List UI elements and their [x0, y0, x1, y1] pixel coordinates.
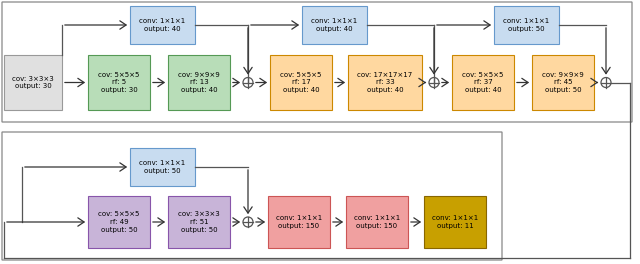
- Text: cov: 9×9×9
rf: 13
output: 40: cov: 9×9×9 rf: 13 output: 40: [178, 72, 220, 93]
- FancyBboxPatch shape: [88, 196, 150, 248]
- Text: conv: 1×1×1
output: 40: conv: 1×1×1 output: 40: [312, 18, 358, 32]
- FancyBboxPatch shape: [348, 55, 422, 110]
- Text: conv: 1×1×1
output: 40: conv: 1×1×1 output: 40: [140, 18, 186, 32]
- Text: cov: 9×9×9
rf: 45
output: 50: cov: 9×9×9 rf: 45 output: 50: [542, 72, 584, 93]
- Text: cov: 3×3×3
output: 30: cov: 3×3×3 output: 30: [12, 76, 54, 89]
- FancyBboxPatch shape: [130, 148, 195, 186]
- FancyBboxPatch shape: [302, 6, 367, 44]
- FancyBboxPatch shape: [88, 55, 150, 110]
- Text: cov: 5×5×5
rf: 17
output: 40: cov: 5×5×5 rf: 17 output: 40: [280, 72, 322, 93]
- Text: conv: 1×1×1
output: 50: conv: 1×1×1 output: 50: [504, 18, 550, 32]
- Text: cov: 3×3×3
rf: 51
output: 50: cov: 3×3×3 rf: 51 output: 50: [178, 211, 220, 233]
- Text: conv: 1×1×1
output: 150: conv: 1×1×1 output: 150: [276, 215, 322, 229]
- Text: conv: 1×1×1
output: 150: conv: 1×1×1 output: 150: [354, 215, 400, 229]
- FancyBboxPatch shape: [168, 55, 230, 110]
- FancyBboxPatch shape: [532, 55, 594, 110]
- FancyBboxPatch shape: [270, 55, 332, 110]
- FancyBboxPatch shape: [268, 196, 330, 248]
- FancyBboxPatch shape: [494, 6, 559, 44]
- FancyBboxPatch shape: [424, 196, 486, 248]
- Text: conv: 1×1×1
output: 11: conv: 1×1×1 output: 11: [432, 215, 478, 229]
- FancyBboxPatch shape: [168, 196, 230, 248]
- FancyBboxPatch shape: [4, 55, 62, 110]
- Text: cov: 5×5×5
rf: 37
output: 40: cov: 5×5×5 rf: 37 output: 40: [462, 72, 504, 93]
- Text: cov: 5×5×5
rf: 49
output: 50: cov: 5×5×5 rf: 49 output: 50: [99, 211, 140, 233]
- Text: cov: 17×17×17
rf: 33
output: 40: cov: 17×17×17 rf: 33 output: 40: [357, 72, 413, 93]
- FancyBboxPatch shape: [452, 55, 514, 110]
- FancyBboxPatch shape: [346, 196, 408, 248]
- Text: cov: 5×5×5
rf: 5
output: 30: cov: 5×5×5 rf: 5 output: 30: [99, 72, 140, 93]
- FancyBboxPatch shape: [130, 6, 195, 44]
- Text: conv: 1×1×1
output: 50: conv: 1×1×1 output: 50: [140, 160, 186, 174]
